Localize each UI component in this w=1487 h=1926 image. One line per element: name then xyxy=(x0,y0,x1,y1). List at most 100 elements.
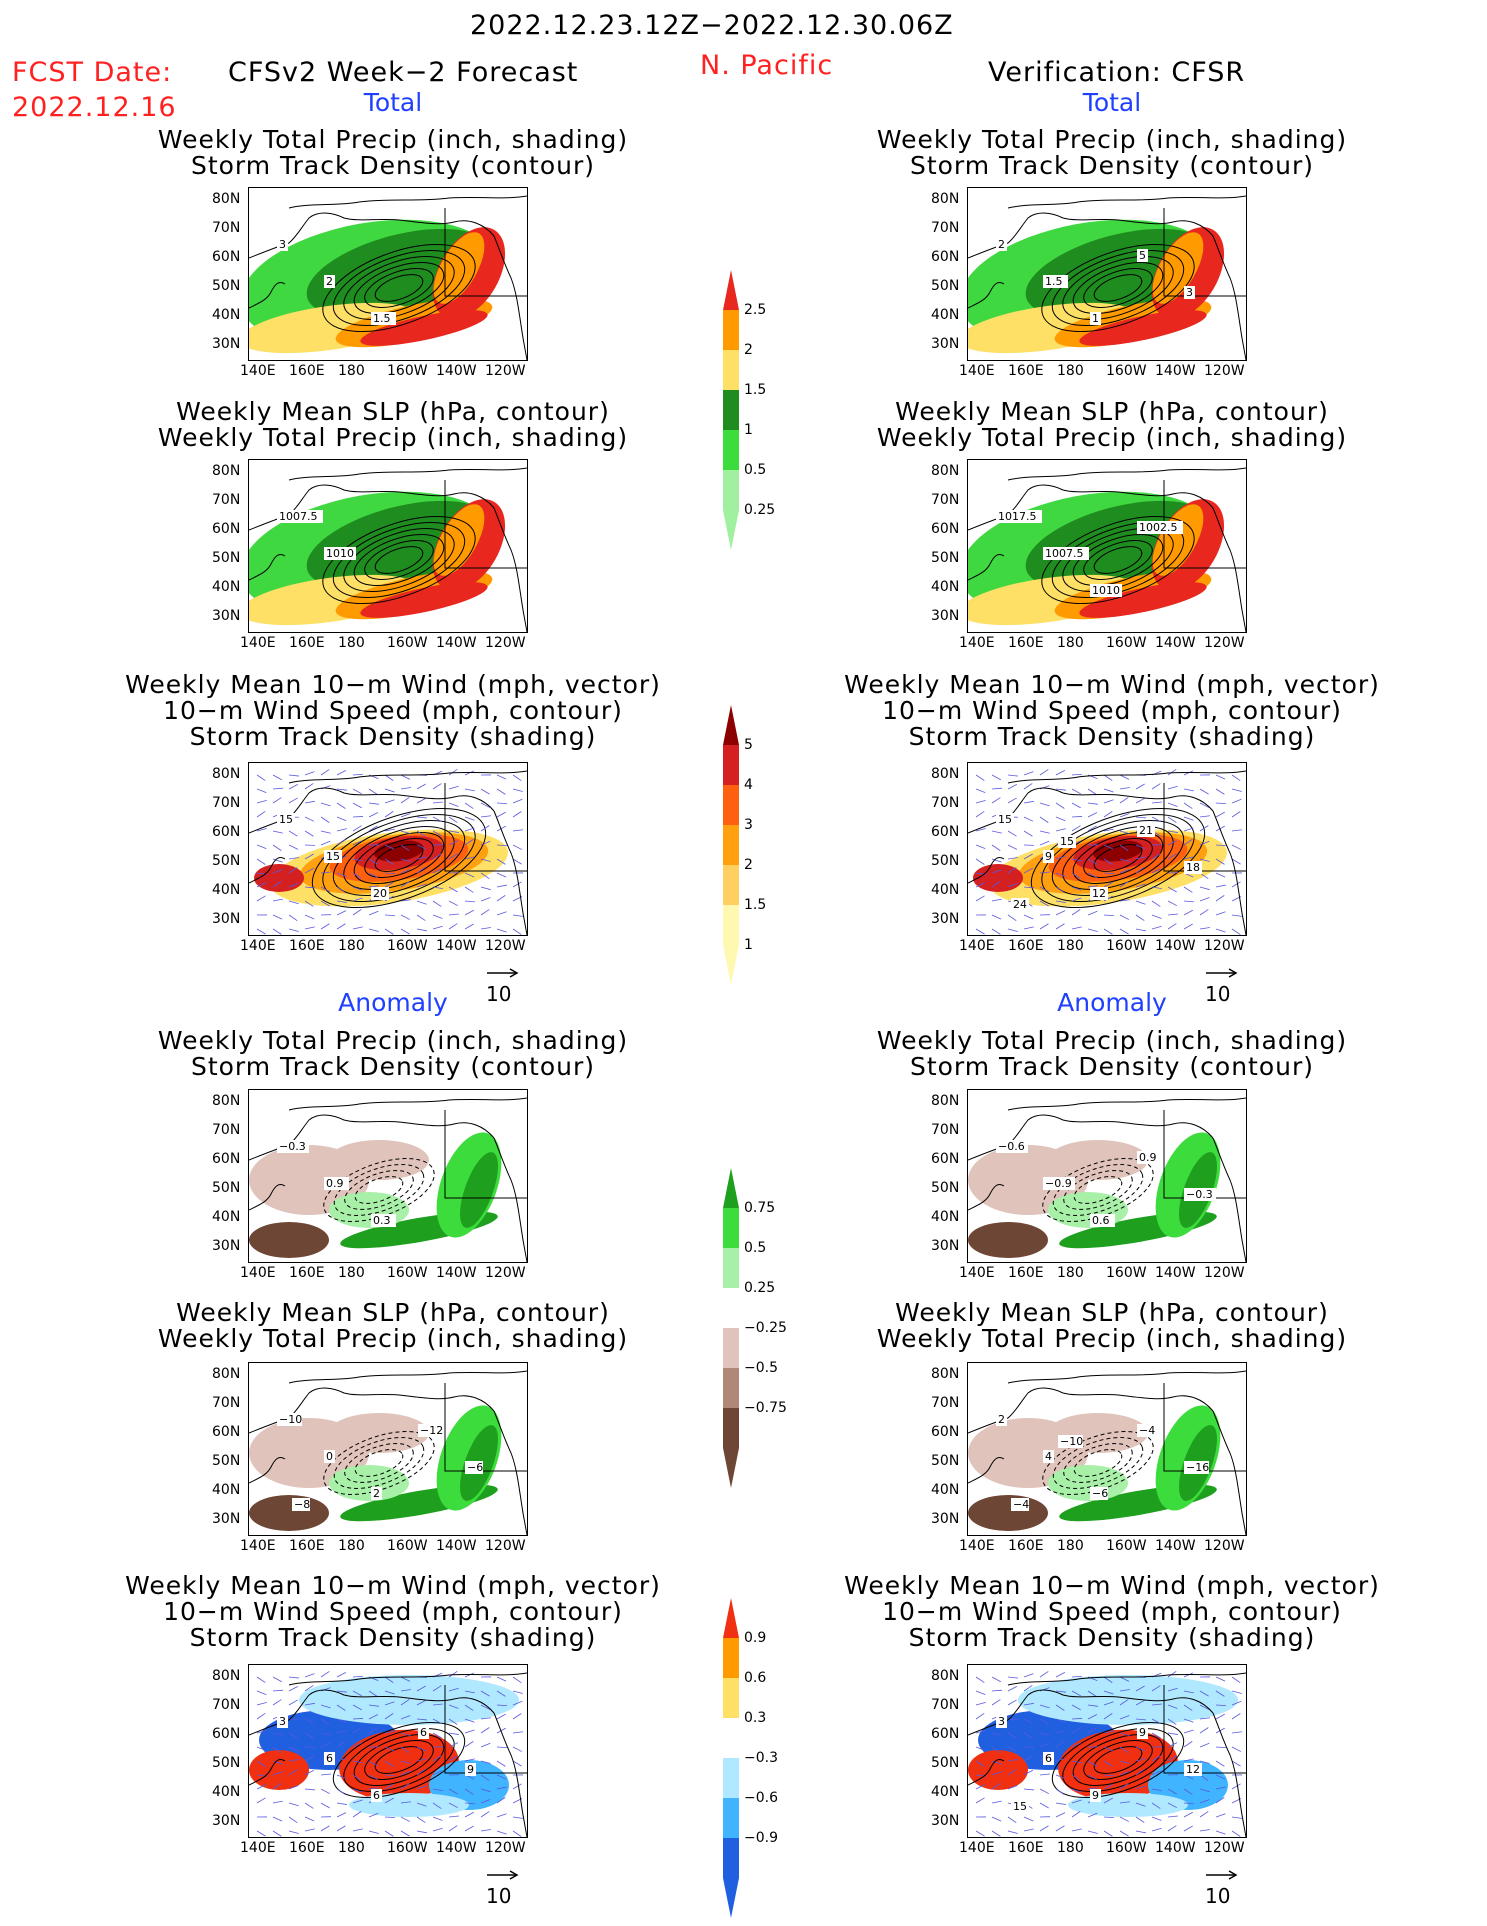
lat-tick-label: 60N xyxy=(212,1726,240,1742)
wind-vector xyxy=(481,1727,489,1733)
wind-vector xyxy=(1040,1803,1049,1808)
wind-vector xyxy=(289,775,299,776)
wind-vector xyxy=(1024,1817,1033,1821)
wind-vector xyxy=(385,929,393,934)
colorbar-tick-label: 0.3 xyxy=(744,1710,766,1726)
lat-tick-label: 50N xyxy=(212,1453,240,1469)
wind-vector xyxy=(1232,799,1241,803)
colorbar-segment xyxy=(723,390,739,430)
contour-label: −6 xyxy=(1090,1487,1108,1500)
colorbar-tick-label: 2 xyxy=(744,342,753,358)
svg-text:6: 6 xyxy=(420,1726,427,1739)
wind-vector xyxy=(992,1801,1002,1803)
contour-label: 9 xyxy=(465,1763,476,1776)
left-total-heading: Total xyxy=(83,88,703,117)
wind-vector xyxy=(976,1691,985,1695)
wind-vector xyxy=(1216,1761,1224,1766)
lon-tick-label: 160W xyxy=(387,1265,428,1281)
wind-vector xyxy=(1088,1831,1098,1833)
lat-tick-label: 70N xyxy=(212,795,240,811)
wind-vector xyxy=(1200,1727,1208,1733)
wind-vector xyxy=(433,802,443,803)
wind-vector xyxy=(1152,915,1161,918)
lat-tick-label: 50N xyxy=(931,278,959,294)
wind-vector xyxy=(1168,1733,1178,1735)
lon-tick-label: 180 xyxy=(1057,1840,1084,1856)
wind-vector xyxy=(1056,1813,1065,1817)
wind-vector xyxy=(1072,909,1080,915)
wind-vector xyxy=(289,929,299,931)
lon-tick-label: 180 xyxy=(338,1265,365,1281)
lat-tick-label: 60N xyxy=(931,249,959,265)
wind-vector xyxy=(1040,1789,1049,1794)
wind-vector xyxy=(1184,924,1193,929)
r1-left-title: Weekly Total Precip (inch, shading)Storm… xyxy=(83,127,703,179)
wind-vector xyxy=(305,1674,314,1677)
svg-text:−0.6: −0.6 xyxy=(998,1140,1025,1153)
wind-vector xyxy=(257,775,265,781)
lat-tick-label: 60N xyxy=(212,1151,240,1167)
wind-vector xyxy=(1104,929,1112,934)
wind-vector xyxy=(1040,803,1050,806)
wind-vector xyxy=(1136,901,1145,904)
wind-vector xyxy=(1040,831,1050,833)
anomaly-shade xyxy=(329,1140,429,1180)
wind-vector xyxy=(1104,811,1112,817)
wind-vector xyxy=(1136,798,1145,803)
lon-tick-label: 160W xyxy=(387,363,428,379)
wind-vector xyxy=(257,896,266,901)
wind-vector xyxy=(481,887,491,890)
wind-vector xyxy=(976,1702,986,1705)
vector-ref-r3-left: 10 xyxy=(486,960,520,1006)
lat-tick-label: 50N xyxy=(931,853,959,869)
wind-vector xyxy=(1008,831,1017,836)
wind-vector xyxy=(465,1812,474,1817)
wind-vector xyxy=(1168,803,1177,806)
wind-vector xyxy=(1232,1677,1240,1683)
wind-vector xyxy=(976,929,985,934)
wind-vector xyxy=(1232,882,1241,887)
lon-tick-label: 160E xyxy=(1008,1538,1044,1554)
wind-vector xyxy=(1104,775,1112,781)
contour-label: 3 xyxy=(277,238,288,251)
contour-label: 18 xyxy=(1184,861,1202,874)
wind-vector xyxy=(449,901,458,906)
coastline xyxy=(1008,468,1246,480)
lon-tick-label: 160E xyxy=(1008,1840,1044,1856)
wind-vector xyxy=(385,775,393,781)
wind-vector xyxy=(976,845,985,849)
wind-vector xyxy=(497,812,506,817)
wind-vector xyxy=(1024,783,1032,789)
colorbar-top-arrow xyxy=(723,1598,739,1638)
wind-vector xyxy=(992,1700,1000,1705)
wind-vector xyxy=(1184,1812,1193,1817)
lon-tick-label: 120W xyxy=(485,1538,526,1554)
contour-label: 9 xyxy=(1137,1726,1148,1739)
wind-vector xyxy=(385,1817,395,1818)
wind-vector xyxy=(401,1817,410,1822)
lat-tick-label: 80N xyxy=(212,1668,240,1684)
wind-vector xyxy=(433,1828,443,1831)
svg-text:15: 15 xyxy=(1060,835,1074,848)
contour-label: 12 xyxy=(1090,887,1108,900)
lon-tick-label: 140E xyxy=(240,938,276,954)
colorbar-segment xyxy=(723,745,739,785)
wind-vector xyxy=(289,1817,297,1823)
lat-tick-label: 40N xyxy=(931,1482,959,1498)
anomaly-shade xyxy=(1048,1465,1128,1501)
coastline xyxy=(289,1371,527,1383)
svg-text:−0.3: −0.3 xyxy=(279,1140,306,1153)
wind-vector xyxy=(321,831,331,833)
colorbar-segment xyxy=(723,865,739,905)
wind-vector xyxy=(1008,775,1018,776)
wind-vector xyxy=(289,1803,299,1806)
vector-ref-r6-left: 10 xyxy=(486,1862,520,1908)
contour-label: −10 xyxy=(1058,1435,1083,1448)
wind-vector xyxy=(1168,786,1178,789)
colorbar-tick-label: 0.5 xyxy=(744,1240,766,1256)
lon-tick-label: 160W xyxy=(387,1538,428,1554)
wind-vector xyxy=(385,811,393,817)
wind-vector xyxy=(369,1831,379,1833)
